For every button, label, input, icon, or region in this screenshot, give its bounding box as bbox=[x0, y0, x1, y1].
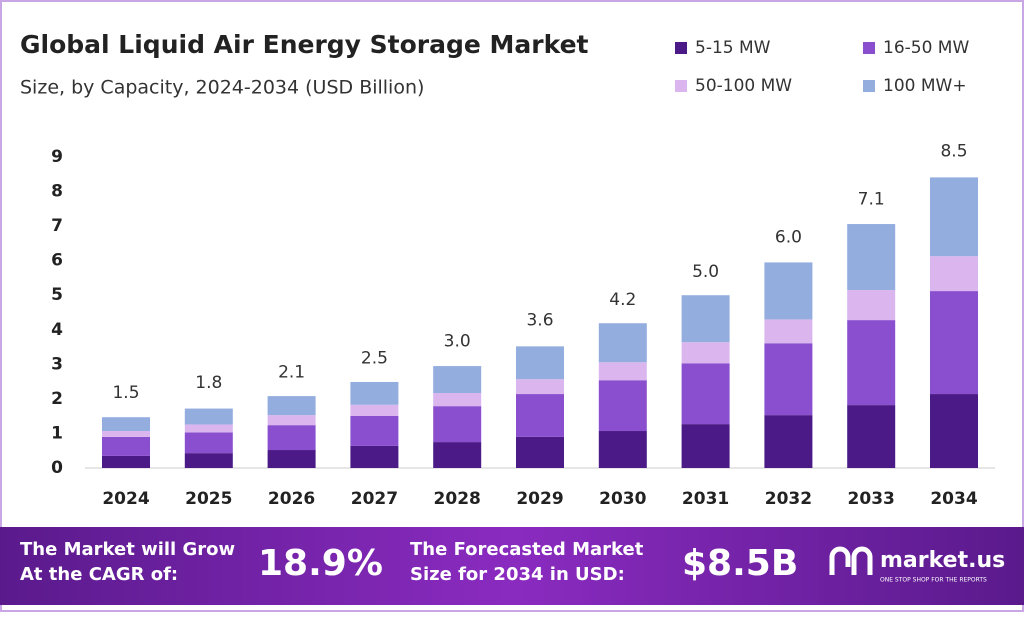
x-tick-label: 2032 bbox=[765, 489, 812, 509]
bar-segment bbox=[598, 362, 647, 381]
y-tick-label: 2 bbox=[51, 389, 63, 409]
legend-swatch bbox=[863, 42, 875, 54]
bar-segment bbox=[764, 415, 813, 468]
legend-label: 16-50 MW bbox=[883, 38, 969, 58]
bar-segment bbox=[102, 455, 150, 468]
total-label: 8.5 bbox=[940, 141, 967, 161]
total-label: 2.1 bbox=[278, 362, 305, 382]
chart-title: Global Liquid Air Energy Storage Market bbox=[20, 30, 589, 59]
legend-label: 5-15 MW bbox=[695, 38, 771, 58]
bar-segment bbox=[598, 380, 647, 432]
y-tick-label: 1 bbox=[51, 423, 63, 443]
bar-segment bbox=[267, 425, 316, 451]
bar-segment bbox=[516, 436, 564, 468]
x-tick-label: 2031 bbox=[682, 489, 729, 509]
x-tick-label: 2030 bbox=[599, 489, 646, 509]
bar-segment bbox=[433, 366, 482, 394]
bar-segment bbox=[598, 323, 647, 363]
total-label: 5.0 bbox=[692, 262, 719, 282]
total-label: 1.5 bbox=[112, 383, 139, 403]
footer: The Market will Grow At the CAGR of: 18.… bbox=[20, 539, 1005, 585]
bar-segment bbox=[350, 415, 399, 446]
x-tick-label: 2025 bbox=[185, 489, 232, 509]
y-tick-label: 6 bbox=[51, 251, 63, 271]
bar-segment bbox=[847, 224, 896, 291]
y-tick-label: 3 bbox=[51, 354, 63, 374]
y-tick-label: 9 bbox=[51, 147, 63, 167]
y-tick-label: 0 bbox=[51, 458, 63, 478]
bar-segment bbox=[681, 342, 730, 364]
y-tick-label: 7 bbox=[51, 216, 63, 236]
bar-segment bbox=[350, 381, 399, 405]
y-tick-label: 8 bbox=[51, 182, 63, 202]
bar-segment bbox=[102, 431, 150, 437]
bar-segment bbox=[102, 436, 150, 456]
total-label: 7.1 bbox=[858, 190, 885, 210]
bar-segment bbox=[433, 406, 482, 443]
footer-value: 18.9% bbox=[258, 543, 383, 584]
bar-segment bbox=[102, 417, 150, 432]
chart-subtitle: Size, by Capacity, 2024-2034 (USD Billio… bbox=[20, 77, 424, 99]
x-tick-label: 2027 bbox=[351, 489, 398, 509]
bar-segment bbox=[681, 295, 730, 343]
bar-segment bbox=[516, 379, 564, 395]
y-tick-label: 5 bbox=[51, 285, 63, 305]
total-label: 4.2 bbox=[609, 290, 636, 310]
footer-value: $8.5B bbox=[682, 543, 798, 584]
brand-icon bbox=[829, 546, 873, 575]
x-tick-label: 2026 bbox=[268, 489, 315, 509]
bar-segment bbox=[764, 262, 813, 320]
tagline: ONE STOP SHOP FOR THE REPORTS bbox=[880, 577, 987, 584]
x-tick-label: 2034 bbox=[930, 489, 977, 509]
bar-segment bbox=[350, 445, 399, 468]
bar-segment bbox=[184, 453, 233, 468]
bar-segment bbox=[267, 450, 316, 468]
footer-text: The Market will Grow bbox=[20, 539, 235, 560]
footer-text: At the CAGR of: bbox=[20, 564, 178, 585]
total-label: 3.6 bbox=[526, 311, 553, 331]
bar-segment bbox=[433, 442, 482, 468]
total-label: 2.5 bbox=[361, 349, 388, 369]
legend-label: 50-100 MW bbox=[695, 76, 792, 96]
bar-segment bbox=[930, 394, 978, 468]
legend-swatch bbox=[675, 42, 687, 54]
bar-segment bbox=[847, 320, 896, 406]
bar-segment bbox=[847, 290, 896, 321]
bar-segment bbox=[267, 396, 316, 416]
bar-segment bbox=[184, 424, 233, 433]
x-tick-label: 2024 bbox=[102, 489, 149, 509]
bar-segment bbox=[433, 393, 482, 407]
legend-swatch bbox=[863, 80, 875, 92]
brand: market.us bbox=[880, 548, 1005, 573]
total-label: 3.0 bbox=[444, 331, 471, 351]
bar-segment bbox=[350, 404, 399, 416]
legend-swatch bbox=[675, 80, 687, 92]
legend-label: 100 MW+ bbox=[883, 76, 967, 96]
x-tick-label: 2028 bbox=[434, 489, 481, 509]
bar-segment bbox=[184, 432, 233, 454]
footer-text: Size for 2034 in USD: bbox=[410, 564, 625, 585]
x-tick-label: 2029 bbox=[516, 489, 563, 509]
bar-segment bbox=[598, 431, 647, 468]
bar-segment bbox=[184, 408, 233, 425]
total-label: 6.0 bbox=[775, 228, 802, 248]
bar-segment bbox=[267, 415, 316, 426]
bar-segment bbox=[930, 291, 978, 395]
bar-segment bbox=[681, 363, 730, 425]
bar-segment bbox=[930, 177, 978, 257]
bar-segment bbox=[847, 405, 896, 468]
bar-segment bbox=[516, 346, 564, 380]
bar-segment bbox=[764, 343, 813, 416]
total-label: 1.8 bbox=[195, 373, 222, 393]
footer-text: The Forecasted Market bbox=[410, 539, 644, 560]
bar-segment bbox=[516, 394, 564, 437]
y-tick-label: 4 bbox=[51, 320, 63, 340]
bar-segment bbox=[930, 256, 978, 292]
bar-segment bbox=[764, 319, 813, 344]
bar-segment bbox=[681, 424, 730, 468]
x-tick-label: 2033 bbox=[848, 489, 895, 509]
